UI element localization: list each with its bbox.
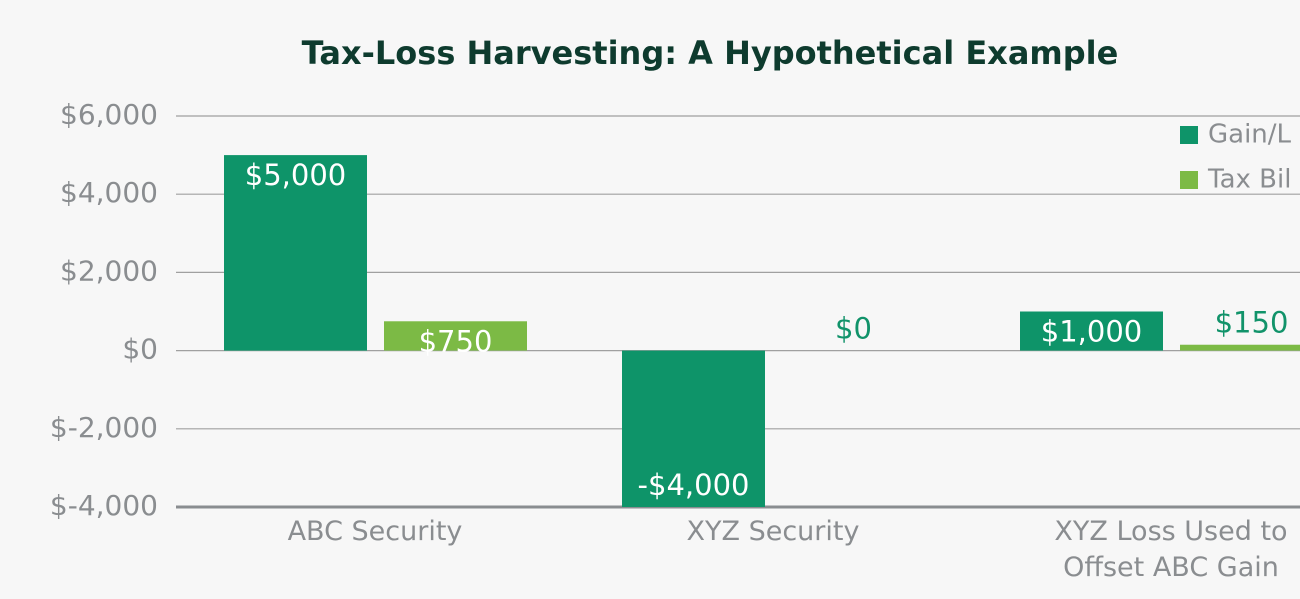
legend-label: Tax Bil xyxy=(1207,165,1291,195)
value-label: $750 xyxy=(419,324,493,358)
bar xyxy=(384,321,527,351)
value-label: $5,000 xyxy=(245,158,346,192)
bar xyxy=(224,155,367,351)
legend-swatch xyxy=(1180,171,1198,189)
y-tick-label: $2,000 xyxy=(60,254,158,287)
bar xyxy=(622,350,765,507)
y-tick-label: $-4,000 xyxy=(50,489,158,522)
value-label: $150 xyxy=(1215,306,1289,340)
y-tick-label: $-2,000 xyxy=(50,411,158,444)
value-label: $1,000 xyxy=(1041,315,1142,349)
bar xyxy=(1020,311,1163,351)
legend-label: Gain/L xyxy=(1208,120,1292,150)
y-tick-label: $6,000 xyxy=(60,98,158,131)
value-label: $0 xyxy=(835,312,872,346)
legend-swatch xyxy=(1180,126,1198,144)
x-tick-label: XYZ Security xyxy=(686,516,860,547)
y-tick-label: $4,000 xyxy=(60,176,158,209)
chart-title: Tax-Loss Harvesting: A Hypothetical Exam… xyxy=(302,34,1119,72)
value-label: -$4,000 xyxy=(638,468,750,502)
bar xyxy=(1180,344,1300,351)
x-tick-label: XYZ Loss Used to Offset ABC Gain xyxy=(1054,516,1288,583)
y-tick-label: $0 xyxy=(122,333,158,366)
x-tick-label: ABC Security xyxy=(287,516,463,547)
